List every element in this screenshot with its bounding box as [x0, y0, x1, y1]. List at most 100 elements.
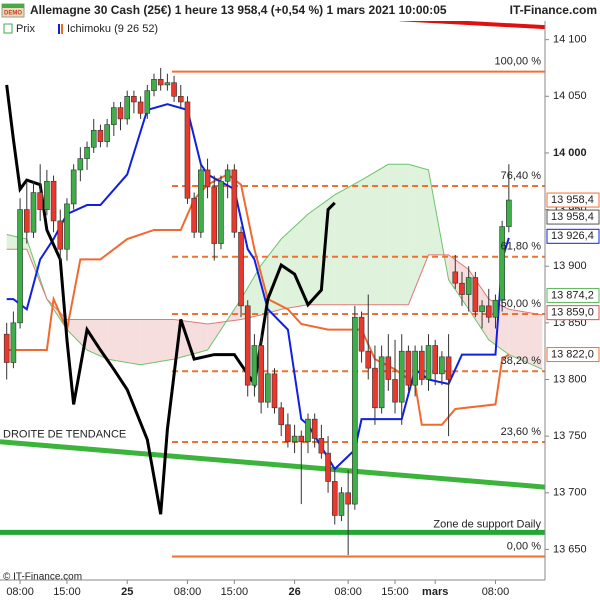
badge-stripe	[2, 4, 24, 8]
candle-body	[258, 345, 264, 403]
x-tick-label: 08:00	[174, 586, 202, 598]
candle-body	[251, 345, 258, 386]
candle-body	[265, 373, 271, 403]
candle-body	[177, 95, 184, 103]
candle-body	[137, 101, 144, 114]
x-tick-label: 25	[121, 586, 133, 598]
candle-body	[104, 124, 110, 142]
candle-body	[445, 356, 452, 380]
cloud	[107, 319, 141, 365]
candle-body	[398, 350, 405, 403]
candle-body	[3, 333, 10, 363]
candle-body	[338, 492, 345, 516]
candle-body	[506, 199, 512, 227]
candle-body	[472, 277, 479, 312]
cloud	[281, 214, 308, 310]
source: IT-Finance.com	[510, 3, 597, 17]
candle-body	[345, 492, 351, 505]
candle-body	[164, 82, 171, 86]
price-label-box	[546, 228, 600, 244]
candle-body	[425, 345, 432, 380]
fib-label: 61,80 %	[501, 241, 542, 253]
cloud	[87, 319, 108, 360]
candle-body	[331, 481, 338, 516]
candle-body	[198, 169, 204, 233]
candle-body	[50, 180, 57, 222]
cloud	[508, 309, 543, 370]
support-label: Zone de support Daily	[433, 518, 541, 530]
y-tick-label: 14 000	[553, 147, 587, 159]
price-label-box	[546, 192, 600, 208]
price-label: 13 926,4	[551, 230, 594, 242]
price-label: 13 958,4	[551, 211, 594, 223]
candle-body	[131, 95, 137, 103]
legend-icon	[61, 24, 63, 34]
candle-body	[204, 169, 211, 188]
candle-body	[37, 192, 43, 210]
candle-body	[485, 305, 492, 318]
candle-body	[298, 435, 305, 443]
candle-body	[452, 271, 459, 284]
candle-body	[17, 209, 23, 324]
chikou	[5, 84, 336, 515]
y-tick-label: 13 800	[553, 373, 587, 385]
candle-body	[432, 345, 438, 375]
candle-body	[392, 379, 398, 403]
candle-body	[278, 407, 285, 426]
cloud	[408, 164, 429, 305]
fib-label: 23,60 %	[501, 426, 542, 438]
candle-body	[30, 192, 37, 233]
candle-body	[358, 316, 365, 352]
candle-body	[144, 90, 151, 114]
trend-line	[0, 439, 545, 490]
candle-body	[459, 282, 465, 295]
y-tick-label: 14 100	[553, 34, 587, 46]
watermark: © IT-Finance.com	[3, 572, 82, 583]
candle-body	[151, 78, 157, 91]
x-tick-label: 15:00	[381, 586, 409, 598]
price-label: 13 874,2	[551, 289, 594, 301]
fib-label: 100,00 %	[495, 56, 542, 68]
legend-icon	[58, 24, 60, 34]
candle-body	[224, 169, 231, 182]
candle-body	[10, 322, 17, 363]
price-label: 13 822,0	[551, 348, 594, 360]
price-label: 13 859,0	[551, 307, 594, 319]
trend-label: DROITE DE TENDANCE	[3, 429, 126, 441]
candle-body	[405, 350, 412, 386]
plot-area	[0, 17, 545, 558]
candle-body	[111, 107, 117, 125]
candle-body	[23, 209, 30, 233]
header	[0, 0, 600, 21]
candle-body	[492, 299, 499, 318]
candle-body	[352, 316, 358, 505]
candle-body	[439, 356, 445, 375]
candle-body	[378, 356, 385, 409]
cloud	[66, 319, 88, 351]
candle-body	[218, 180, 224, 244]
candle-body	[57, 220, 64, 250]
price-label-box	[546, 347, 600, 363]
y-tick-label: 13 750	[553, 430, 587, 442]
y-tick-label: 13 700	[553, 487, 587, 499]
cloud	[334, 180, 362, 305]
y-tick-label: 13 900	[553, 260, 587, 272]
candle-body	[311, 418, 318, 439]
cloud	[448, 254, 469, 310]
candle-body	[385, 356, 392, 380]
candle-body	[271, 373, 278, 409]
fib-label: 38,20 %	[501, 355, 542, 367]
candle-body	[117, 107, 124, 120]
legend-icon	[3, 23, 13, 34]
price-label: 13 958,4	[551, 194, 594, 206]
x-tick-label: 08:00	[6, 586, 34, 598]
y-tick-label: 13 650	[553, 543, 587, 555]
fib-label: 50,00 %	[501, 298, 542, 310]
price-label-box	[546, 305, 600, 321]
price-label-box	[546, 209, 600, 225]
fib-label: 76,40 %	[501, 170, 542, 182]
cloud	[140, 319, 175, 365]
x-tick-label: 08:00	[482, 586, 510, 598]
candle-body	[365, 350, 372, 369]
